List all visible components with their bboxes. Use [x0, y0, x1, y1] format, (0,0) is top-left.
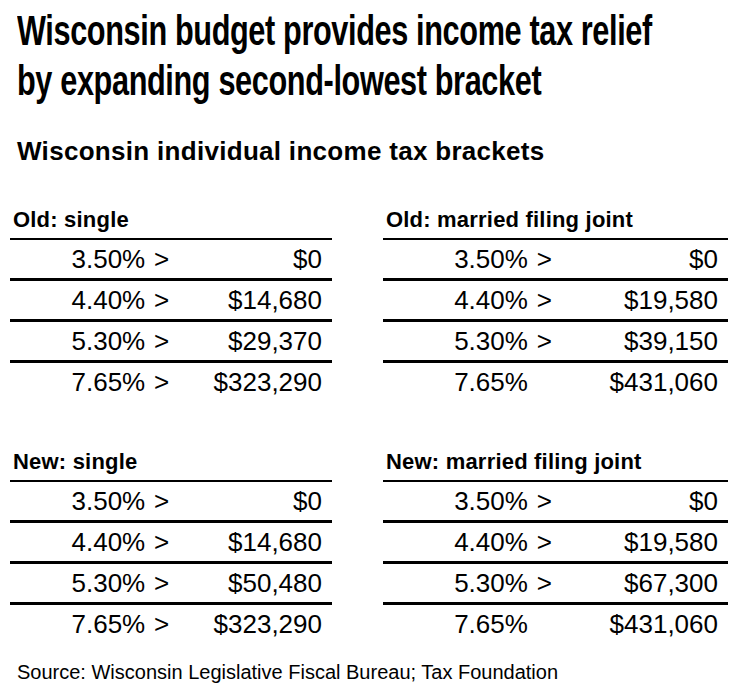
rate-cell: 4.40% — [10, 285, 145, 316]
table-row: 7.65% $431,060 — [383, 360, 728, 401]
amount-cell: $39,150 — [552, 326, 728, 357]
table-row: 3.50% > $0 — [10, 482, 332, 520]
rate-cell: 5.30% — [383, 568, 528, 599]
rate-cell: 3.50% — [10, 244, 145, 275]
rate-cell: 3.50% — [10, 486, 145, 517]
rate-cell: 7.65% — [10, 609, 145, 640]
table-row: 5.30% > $50,480 — [10, 561, 332, 602]
table-row: 5.30% > $39,150 — [383, 319, 728, 360]
table-row: 5.30% > $67,300 — [383, 561, 728, 602]
rate-cell: 4.40% — [10, 527, 145, 558]
table-row: 4.40% > $19,580 — [383, 278, 728, 319]
table-title: Old: single — [10, 207, 332, 240]
chart-title: Wisconsin budget provides income tax rel… — [17, 6, 745, 106]
table-row: 4.40% > $14,680 — [10, 520, 332, 561]
greater-than-symbol: > — [145, 609, 169, 640]
greater-than-symbol: > — [528, 527, 552, 558]
rate-cell: 3.50% — [383, 486, 528, 517]
table-row: 4.40% > $14,680 — [10, 278, 332, 319]
amount-cell: $0 — [552, 244, 728, 275]
rate-cell: 3.50% — [383, 244, 528, 275]
amount-cell: $19,580 — [552, 285, 728, 316]
amount-cell: $14,680 — [169, 285, 332, 316]
amount-cell: $19,580 — [552, 527, 728, 558]
rate-cell: 5.30% — [383, 326, 528, 357]
greater-than-symbol: > — [145, 568, 169, 599]
amount-cell: $431,060 — [552, 609, 728, 640]
greater-than-symbol: > — [145, 527, 169, 558]
amount-cell: $323,290 — [169, 609, 332, 640]
rate-cell: 5.30% — [10, 568, 145, 599]
source-note: Source: Wisconsin Legislative Fiscal Bur… — [17, 661, 728, 684]
greater-than-symbol: > — [528, 285, 552, 316]
rate-cell: 7.65% — [383, 367, 528, 398]
amount-cell: $50,480 — [169, 568, 332, 599]
table-title: Old: married filing joint — [383, 207, 728, 240]
rate-cell: 7.65% — [383, 609, 528, 640]
amount-cell: $67,300 — [552, 568, 728, 599]
greater-than-symbol: > — [145, 486, 169, 517]
table-old-single: Old: single 3.50% > $0 4.40% > $14,680 5… — [10, 207, 332, 401]
table-row: 4.40% > $19,580 — [383, 520, 728, 561]
amount-cell: $14,680 — [169, 527, 332, 558]
table-row: 7.65% > $323,290 — [10, 360, 332, 401]
bracket-tables: Old: single 3.50% > $0 4.40% > $14,680 5… — [10, 207, 728, 643]
greater-than-symbol: > — [145, 367, 169, 398]
greater-than-symbol: > — [145, 285, 169, 316]
infographic: Wisconsin budget provides income tax rel… — [0, 0, 745, 684]
table-row: 7.65% $431,060 — [383, 602, 728, 643]
greater-than-symbol: > — [528, 568, 552, 599]
greater-than-symbol: > — [528, 244, 552, 275]
table-row: 5.30% > $29,370 — [10, 319, 332, 360]
rate-cell: 4.40% — [383, 527, 528, 558]
amount-cell: $29,370 — [169, 326, 332, 357]
table-row: 3.50% > $0 — [383, 240, 728, 278]
table-row: 7.65% > $323,290 — [10, 602, 332, 643]
table-row: 3.50% > $0 — [10, 240, 332, 278]
rate-cell: 4.40% — [383, 285, 528, 316]
table-new-married-filing-joint: New: married filing joint 3.50% > $0 4.4… — [383, 449, 728, 643]
amount-cell: $431,060 — [552, 367, 728, 398]
greater-than-symbol: > — [528, 326, 552, 357]
table-old-married-filing-joint: Old: married filing joint 3.50% > $0 4.4… — [383, 207, 728, 401]
table-row: 3.50% > $0 — [383, 482, 728, 520]
table-title: New: single — [10, 449, 332, 482]
amount-cell: $0 — [169, 244, 332, 275]
amount-cell: $323,290 — [169, 367, 332, 398]
greater-than-symbol: > — [145, 244, 169, 275]
title-line-2: by expanding second-lowest bracket — [17, 56, 745, 106]
table-title: New: married filing joint — [383, 449, 728, 482]
amount-cell: $0 — [552, 486, 728, 517]
rate-cell: 7.65% — [10, 367, 145, 398]
greater-than-symbol: > — [145, 326, 169, 357]
rate-cell: 5.30% — [10, 326, 145, 357]
greater-than-symbol: > — [528, 486, 552, 517]
title-line-1: Wisconsin budget provides income tax rel… — [17, 6, 745, 56]
chart-subtitle: Wisconsin individual income tax brackets — [17, 136, 728, 167]
table-new-single: New: single 3.50% > $0 4.40% > $14,680 5… — [10, 449, 332, 643]
amount-cell: $0 — [169, 486, 332, 517]
